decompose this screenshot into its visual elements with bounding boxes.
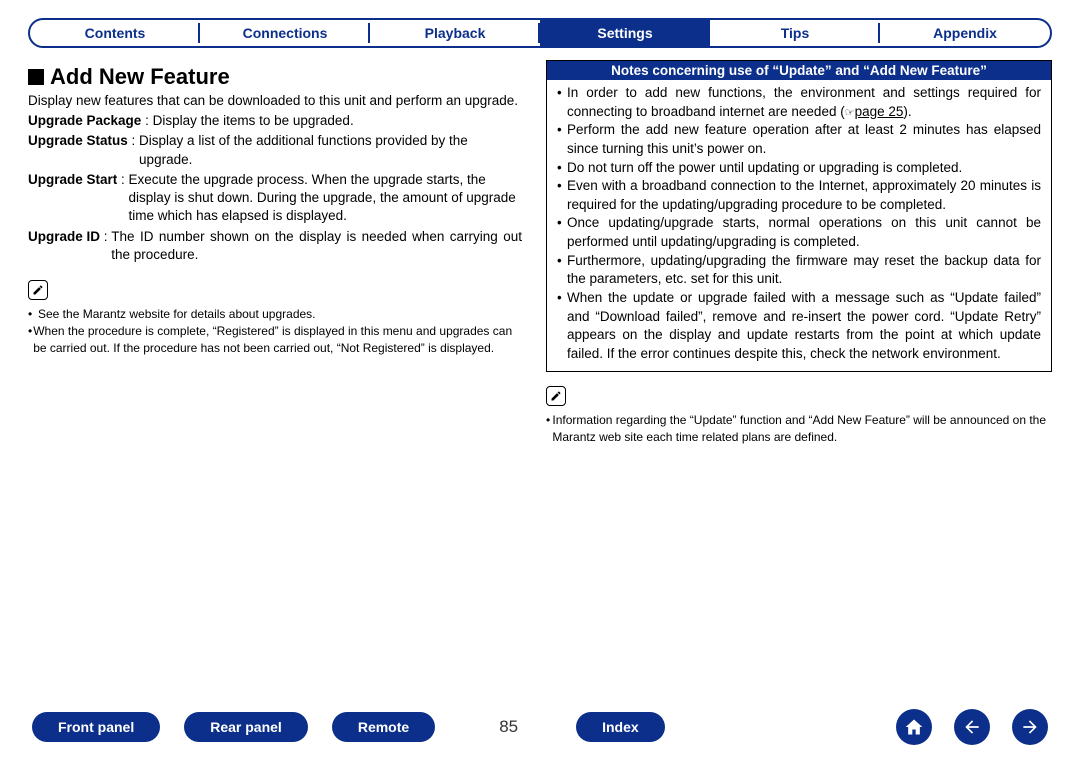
right-footnotes: •Information regarding the “Update” func…: [546, 412, 1052, 446]
footnote-text: Information regarding the “Update” funct…: [552, 412, 1052, 446]
footnote-text: See the Marantz website for details abou…: [38, 306, 316, 323]
next-page-button[interactable]: [1012, 709, 1048, 745]
pill-label: Remote: [358, 719, 409, 735]
top-tab-bar: Contents Connections Playback Settings T…: [28, 18, 1052, 48]
definition-desc: Execute the upgrade process. When the up…: [129, 171, 522, 226]
pill-label: Rear panel: [210, 719, 282, 735]
section-intro: Display new features that can be downloa…: [28, 92, 522, 110]
index-button[interactable]: Index: [576, 712, 665, 742]
tab-appendix[interactable]: Appendix: [880, 20, 1050, 46]
section-heading: Add New Feature: [28, 64, 522, 90]
page-link[interactable]: page 25: [855, 104, 904, 119]
notes-box-title: Notes concerning use of “Update” and “Ad…: [547, 61, 1051, 80]
tab-settings[interactable]: Settings: [540, 20, 710, 46]
rear-panel-button[interactable]: Rear panel: [184, 712, 308, 742]
definition-desc: Display a list of the additional functio…: [139, 132, 522, 168]
note-item: Once updating/upgrade starts, normal ope…: [567, 214, 1041, 251]
bullet-dot-icon: •: [557, 121, 567, 158]
definition-row: Upgrade Package : Display the items to b…: [28, 112, 522, 130]
pill-label: Index: [602, 719, 639, 735]
tab-tips[interactable]: Tips: [710, 20, 880, 46]
square-bullet-icon: [28, 69, 44, 85]
notes-box: Notes concerning use of “Update” and “Ad…: [546, 60, 1052, 372]
page-number: 85: [499, 717, 518, 737]
definition-desc: Display the items to be upgraded.: [153, 112, 522, 130]
prev-page-button[interactable]: [954, 709, 990, 745]
tab-connections[interactable]: Connections: [200, 20, 370, 46]
definition-row: Upgrade ID : The ID number shown on the …: [28, 228, 522, 264]
bullet-dot-icon: •: [557, 214, 567, 251]
pencil-note-icon: [28, 280, 48, 300]
definition-row: Upgrade Status : Display a list of the a…: [28, 132, 522, 168]
front-panel-button[interactable]: Front panel: [32, 712, 160, 742]
left-column: Add New Feature Display new features tha…: [28, 58, 540, 446]
arrow-left-icon: [962, 717, 982, 737]
note-item: Furthermore, updating/upgrading the firm…: [567, 252, 1041, 289]
definition-term: Upgrade Start: [28, 171, 117, 226]
footer-bar: Front panel Rear panel Remote 85 Index: [0, 709, 1080, 745]
footnote-text: When the procedure is complete, “Registe…: [33, 323, 522, 357]
tab-contents[interactable]: Contents: [30, 20, 200, 46]
tab-label: Tips: [781, 25, 810, 41]
definition-term: Upgrade ID: [28, 228, 100, 264]
bullet-dot-icon: •: [557, 84, 567, 121]
section-title: Add New Feature: [50, 64, 230, 89]
tab-label: Connections: [243, 25, 328, 41]
note-item: In order to add new functions, the envir…: [567, 84, 1041, 121]
home-button[interactable]: [896, 709, 932, 745]
bullet-dot-icon: •: [557, 289, 567, 364]
left-footnotes: •See the Marantz website for details abo…: [28, 306, 522, 356]
bullet-dot-icon: •: [28, 306, 38, 323]
tab-label: Settings: [597, 25, 652, 41]
tab-playback[interactable]: Playback: [370, 20, 540, 46]
pencil-note-icon: [546, 386, 566, 406]
definition-term: Upgrade Status: [28, 132, 128, 168]
definition-term: Upgrade Package: [28, 112, 141, 130]
remote-button[interactable]: Remote: [332, 712, 435, 742]
definition-desc: The ID number shown on the display is ne…: [111, 228, 522, 264]
bullet-dot-icon: •: [557, 177, 567, 214]
note-item: When the update or upgrade failed with a…: [567, 289, 1041, 364]
bullet-dot-icon: •: [557, 159, 567, 178]
note-item: Perform the add new feature operation af…: [567, 121, 1041, 158]
bullet-dot-icon: •: [557, 252, 567, 289]
tab-label: Appendix: [933, 25, 997, 41]
note-item: Do not turn off the power until updating…: [567, 159, 1041, 178]
hand-pointer-icon: ☞: [845, 107, 855, 119]
tab-label: Playback: [425, 25, 486, 41]
tab-label: Contents: [85, 25, 146, 41]
home-icon: [904, 717, 924, 737]
arrow-right-icon: [1020, 717, 1040, 737]
pill-label: Front panel: [58, 719, 134, 735]
right-column: Notes concerning use of “Update” and “Ad…: [540, 58, 1052, 446]
definition-row: Upgrade Start : Execute the upgrade proc…: [28, 171, 522, 226]
note-item: Even with a broadband connection to the …: [567, 177, 1041, 214]
